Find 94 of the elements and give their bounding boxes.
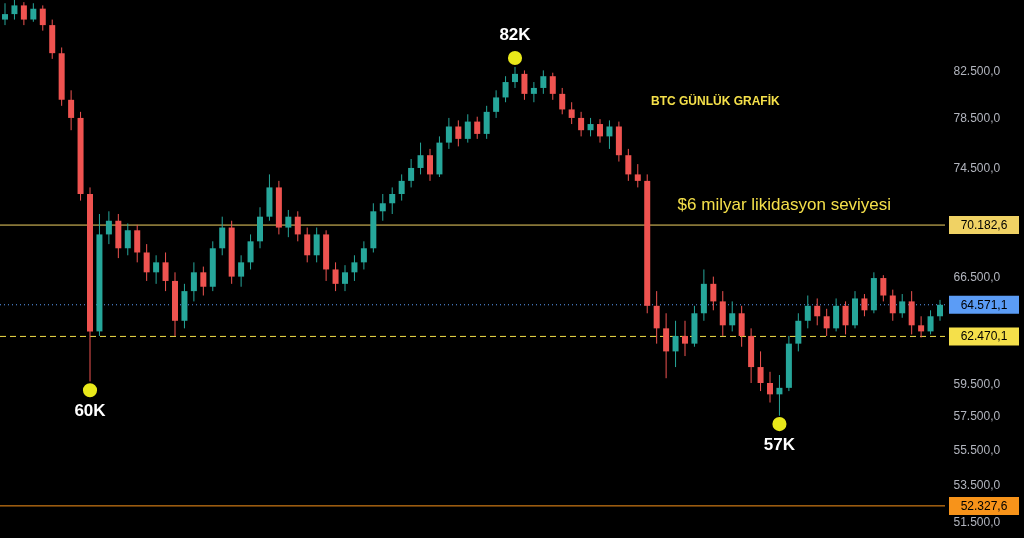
candlestick [908, 290, 915, 335]
candlestick [823, 308, 830, 337]
candlestick [493, 89, 500, 119]
y-tick-label: 55.500,0 [953, 443, 1001, 458]
candlestick [653, 290, 660, 345]
candlestick [285, 209, 292, 238]
candlestick [549, 72, 556, 101]
ref-line-label: 64.571,1 [960, 297, 1008, 312]
candlestick [105, 210, 112, 245]
candlestick [445, 117, 452, 150]
candlestick [134, 224, 141, 263]
candlestick [861, 293, 868, 317]
candlestick [30, 2, 37, 23]
candlestick [889, 289, 896, 322]
candlestick [719, 290, 726, 337]
y-tick-label: 82.500,0 [953, 63, 1001, 78]
candlestick [20, 1, 27, 26]
candlestick [143, 243, 150, 282]
candlestick [512, 66, 518, 89]
candlestick [578, 111, 585, 137]
candlestick [219, 216, 226, 256]
ref-line-label: 52.327,6 [960, 498, 1008, 513]
candlestick [682, 320, 688, 357]
candlestick [360, 240, 367, 270]
y-tick-label: 74.500,0 [953, 161, 1001, 176]
y-tick-label: 59.500,0 [953, 376, 1001, 391]
candlestick [625, 148, 632, 182]
candlestick [880, 274, 887, 302]
candlestick [729, 300, 736, 332]
candlestick [398, 173, 405, 202]
candlestick [483, 105, 490, 140]
candlestick [502, 75, 509, 103]
candlestick [795, 312, 802, 352]
candlestick [568, 101, 575, 125]
candlestick [417, 142, 424, 175]
candlestick [634, 163, 641, 188]
candlestick [540, 69, 547, 95]
candlestick [294, 210, 301, 242]
candlestick [833, 297, 840, 332]
candlestick [597, 118, 603, 144]
candlestick [757, 350, 764, 392]
annotation: $6 milyar likidasyon seviyesi [677, 195, 892, 215]
y-tick-label: 53.500,0 [953, 478, 1001, 493]
candlestick [606, 119, 613, 150]
candlestick [918, 315, 925, 338]
candlestick [663, 312, 670, 379]
candlestick [464, 113, 471, 144]
candlestick [937, 299, 943, 322]
candlestick [238, 254, 245, 288]
y-tick-label: 51.500,0 [953, 514, 1001, 529]
candlestick [672, 320, 679, 368]
candlestick [842, 300, 849, 335]
candlestick [379, 193, 386, 222]
candlestick [899, 293, 906, 319]
candlestick [162, 251, 169, 292]
candlestick [427, 148, 433, 182]
candlestick [474, 116, 481, 140]
candlestick [124, 222, 131, 256]
candlestick [767, 371, 773, 403]
candlestick [39, 4, 46, 32]
candlestick [2, 2, 8, 26]
ref-line-label: 62.470,1 [960, 329, 1008, 344]
candlestick [342, 264, 348, 292]
candlestick [389, 186, 396, 215]
y-tick-label: 66.500,0 [953, 270, 1001, 285]
annotation: 82K [499, 24, 532, 44]
candlestick [814, 297, 821, 326]
candlestick [559, 87, 566, 115]
annotation: 57K [763, 435, 796, 455]
y-tick-label: 78.500,0 [953, 111, 1001, 126]
ref-line-label: 70.182,6 [960, 218, 1008, 233]
candlestick [200, 266, 207, 297]
candlestick [313, 227, 320, 263]
y-tick-label: 57.500,0 [953, 409, 1001, 424]
text: BTC GÜNLÜK GRAFİK [651, 93, 781, 108]
candlestick [710, 276, 717, 311]
candlestick [804, 295, 811, 329]
candlestick [190, 261, 197, 302]
candlestick [455, 119, 462, 147]
candlestick [408, 158, 415, 188]
candlestick [332, 261, 339, 292]
candlestick [68, 89, 75, 131]
candlestick [247, 233, 254, 270]
candlestick [153, 254, 160, 285]
candlestick [530, 81, 537, 103]
candlestick [776, 374, 783, 417]
candlestick [351, 254, 358, 282]
candlestick [521, 69, 528, 101]
candlestick [738, 305, 745, 348]
candlestick [587, 117, 594, 137]
candlestick [11, 0, 18, 21]
annotation: 60K [74, 401, 107, 421]
candlestick [927, 309, 934, 335]
candlestick [304, 227, 311, 263]
